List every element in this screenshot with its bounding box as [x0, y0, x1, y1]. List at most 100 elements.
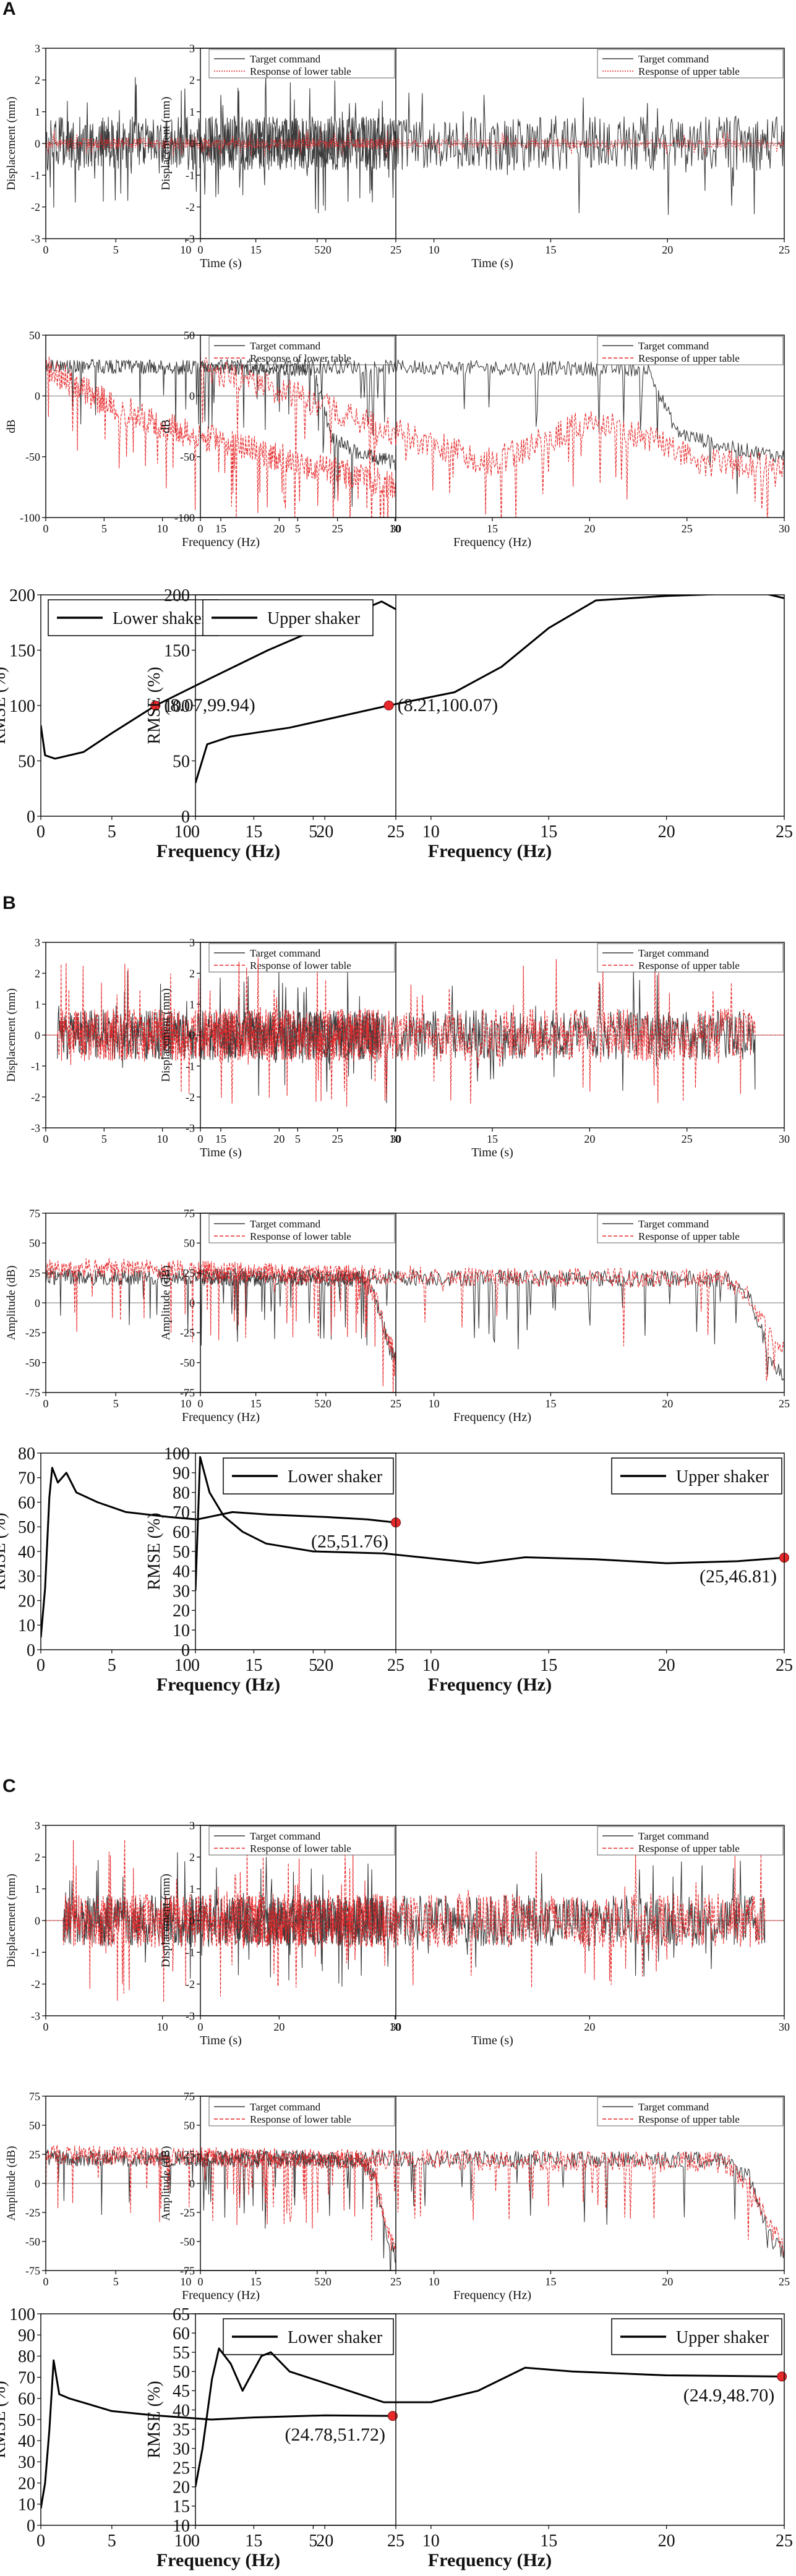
y-tick-label: 200	[164, 586, 190, 605]
legend-box	[597, 1826, 784, 1856]
legend-entry: Target command	[638, 1830, 709, 1842]
x-tick-label: 10	[422, 822, 440, 842]
series-line-1	[200, 1263, 784, 1381]
y-axis-label: Displacement (mm)	[160, 1874, 173, 1967]
y-tick-label: 60	[173, 2324, 190, 2344]
series-line-0	[46, 1268, 396, 1366]
series-line-0	[200, 358, 784, 494]
legend-entry: Response of upper table	[638, 1230, 740, 1242]
x-tick-label: 0	[191, 1656, 200, 1675]
x-tick-label: 0	[43, 522, 49, 535]
y-tick-label: -1	[31, 169, 40, 182]
x-tick-label: 0	[198, 1133, 203, 1145]
x-tick-label: 20	[584, 2021, 595, 2033]
y-tick-label: 0	[35, 1029, 40, 1041]
x-tick-label: 5	[108, 1656, 116, 1675]
x-axis-label: Frequency (Hz)	[156, 1674, 280, 1695]
y-tick-label: 80	[18, 1444, 35, 1464]
legend-entry: Target command	[250, 2101, 321, 2113]
legend-entry: Target command	[638, 1218, 709, 1230]
x-tick-label: 15	[215, 1133, 226, 1145]
y-tick-label: 3	[35, 42, 40, 54]
chart-B-disp-upper: 0 5 10 15 20 25 30 -3 -2 -1 0 1 2 3 Time (s) Displaceme…	[160, 936, 790, 1159]
y-tick-label: 50	[29, 1237, 40, 1250]
y-axis-label: Amplitude (dB)	[5, 2146, 18, 2221]
panel-letter-c: C	[2, 1776, 16, 1796]
legend-box	[208, 1214, 395, 1243]
series-line-0	[41, 2359, 393, 2509]
legend-box	[597, 943, 784, 973]
y-tick-label: 50	[29, 2119, 40, 2131]
x-tick-label: 30	[779, 2021, 790, 2033]
y-tick-label: -3	[31, 2010, 40, 2022]
y-tick-label: 20	[173, 1601, 190, 1621]
y-tick-label: -3	[186, 232, 195, 245]
y-tick-label: 50	[18, 1518, 35, 1537]
x-axis-label: Time (s)	[200, 2034, 242, 2047]
x-tick-label: 5	[101, 522, 107, 535]
y-tick-label: -25	[25, 1327, 40, 1339]
x-axis-label: Time (s)	[471, 2034, 513, 2047]
x-tick-label: 25	[387, 822, 404, 842]
y-tick-label: -1	[186, 1060, 195, 1072]
x-tick-label: 10	[174, 1656, 192, 1675]
y-tick-label: 2	[35, 74, 40, 87]
x-tick-label: 15	[545, 244, 556, 256]
legend-box	[208, 49, 395, 79]
y-tick-label: 65	[173, 2305, 190, 2324]
y-tick-label: 0	[189, 1914, 195, 1927]
axes-frame	[195, 2313, 785, 2526]
x-tick-label: 10	[157, 2021, 168, 2033]
chart-B-fft-upper: 0 5 10 15 20 25 -75 -50 -25 0 25 50 75 Frequency (Hz)…	[160, 1207, 790, 1424]
x-tick-label: 15	[215, 522, 226, 535]
y-axis-label: dB	[5, 419, 18, 433]
chart-A-fft-upper: 0 5 10 15 20 25 30 -100 -50 0 50 Frequency (Hz) dB Ta…	[160, 329, 790, 549]
y-tick-label: 50	[173, 752, 190, 771]
y-tick-label: 40	[173, 1563, 190, 1582]
y-tick-label: 2	[35, 1851, 40, 1864]
y-tick-label: 0	[189, 1029, 195, 1041]
y-tick-label: 50	[184, 2119, 195, 2131]
y-tick-label: 1	[189, 1883, 195, 1895]
legend-entry: Target command	[250, 947, 321, 959]
y-axis-label: Amplitude (dB)	[160, 2146, 173, 2221]
x-tick-label: 15	[487, 522, 498, 535]
chart-B-rmse-upper: (25,46.81)0 5 10 15 20 2501020304050607080901…	[145, 1444, 793, 1695]
x-tick-label: 15	[540, 822, 557, 842]
x-tick-label: 10	[422, 2531, 440, 2551]
x-tick-label: 15	[250, 244, 262, 256]
series-line-0	[200, 1857, 784, 1977]
legend-entry: Target command	[250, 53, 321, 65]
x-tick-label: 20	[662, 2275, 673, 2288]
x-tick-label: 25	[779, 2275, 790, 2288]
legend-entry: Response of upper table	[638, 66, 740, 77]
x-tick-label: 5	[295, 1133, 301, 1145]
marker-label: (24.78,51.72)	[285, 2425, 385, 2445]
y-tick-label: 0	[189, 1297, 195, 1309]
x-axis-label: Frequency (Hz)	[182, 1410, 260, 1424]
y-tick-label: 25	[173, 2459, 190, 2478]
x-tick-label: 0	[198, 522, 203, 535]
y-tick-label: 30	[173, 1582, 190, 1601]
legend-entry: Response of lower table	[250, 352, 351, 364]
y-tick-label: 75	[29, 1207, 40, 1219]
y-axis-label: RMSE (%)	[0, 2381, 9, 2458]
y-tick-label: -2	[31, 1091, 40, 1103]
y-tick-label: -2	[186, 1978, 195, 1990]
y-tick-label: 60	[173, 1523, 190, 1542]
x-axis-label: Frequency (Hz)	[428, 1674, 552, 1695]
y-tick-label: 25	[184, 1267, 195, 1279]
series-line-1	[46, 356, 396, 518]
legend-entry: Lower shaker	[288, 1467, 383, 1486]
legend-entry: Response of lower table	[250, 2113, 351, 2125]
x-tick-label: 15	[245, 1656, 262, 1675]
plot-area	[200, 957, 784, 1104]
x-tick-label: 15	[250, 1397, 262, 1410]
y-axis-label: RMSE (%)	[0, 1512, 9, 1590]
y-tick-label: 1	[35, 106, 40, 118]
x-tick-label: 5	[309, 2531, 317, 2551]
y-tick-label: 25	[29, 1267, 40, 1279]
x-tick-label: 25	[332, 1133, 343, 1145]
